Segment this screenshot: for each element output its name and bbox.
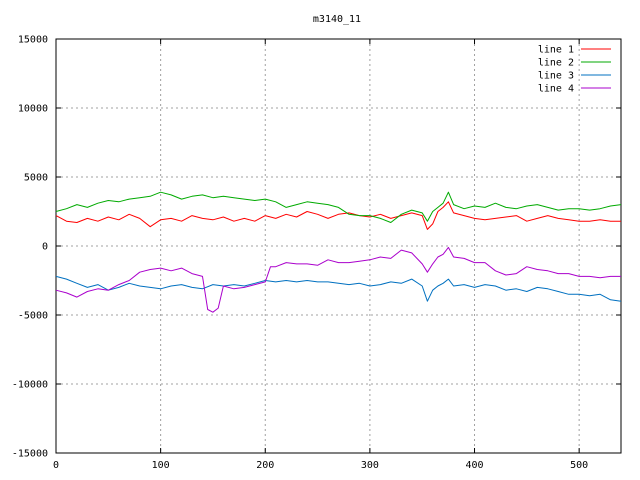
series-lines [55, 191, 622, 313]
series-line-4 [55, 246, 621, 313]
legend: line 1 line 2 line 3 line 4 [538, 45, 611, 95]
x-tick-label: 100 [152, 460, 170, 471]
y-tick-label: -15000 [12, 449, 48, 460]
y-tick-label: 15000 [18, 35, 48, 46]
chart-title: m3140_11 [313, 14, 361, 25]
y-tick-label: 10000 [18, 104, 48, 115]
legend-label: line 3 [538, 71, 574, 82]
series-line-2 [55, 191, 622, 223]
axis-ticks: 0 100 200 300 400 500 -15000 -10000 -5000 0 5000 10… [12, 35, 621, 471]
y-tick-label: 5000 [24, 173, 48, 184]
series-line-3 [55, 275, 622, 302]
x-tick-label: 500 [570, 460, 588, 471]
y-tick-label: -5000 [18, 311, 48, 322]
legend-label: line 4 [538, 84, 574, 95]
legend-label: line 1 [538, 45, 574, 56]
y-tick-label: 0 [42, 242, 48, 253]
x-tick-label: 0 [53, 460, 59, 471]
x-tick-label: 200 [256, 460, 274, 471]
legend-label: line 2 [538, 58, 574, 69]
y-tick-label: -10000 [12, 380, 48, 391]
grid-lines [56, 39, 621, 453]
x-tick-label: 400 [465, 460, 483, 471]
series-line-1 [55, 201, 621, 230]
x-tick-label: 300 [361, 460, 379, 471]
